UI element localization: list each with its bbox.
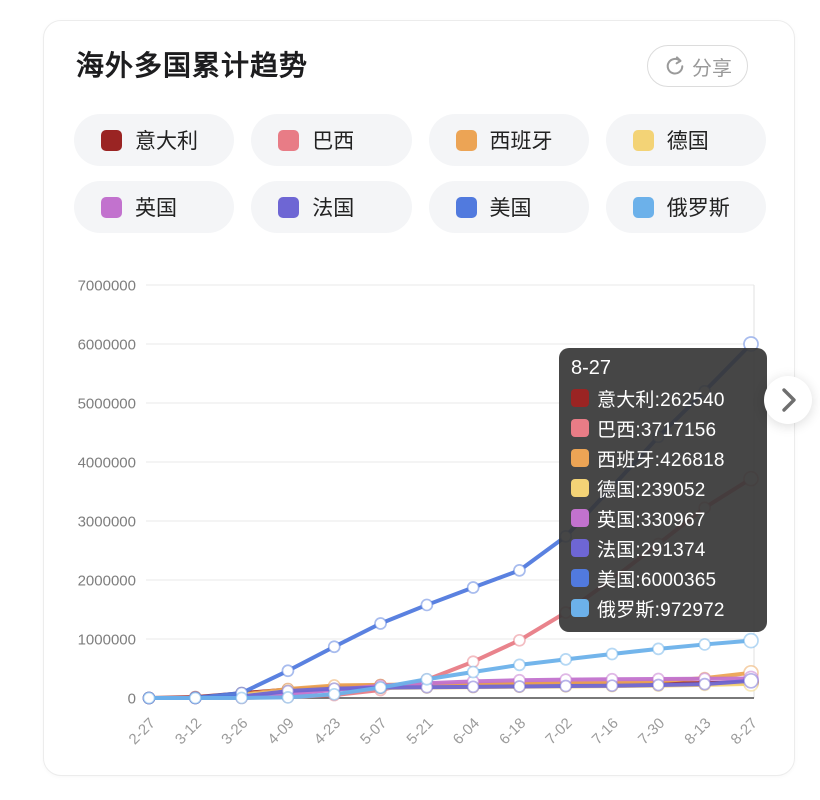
svg-text:8-13: 8-13 xyxy=(681,715,714,748)
svg-text:8-27: 8-27 xyxy=(728,715,761,748)
series-俄罗斯 xyxy=(142,632,759,705)
page-title: 海外多国累计趋势 xyxy=(76,50,309,81)
svg-text:3000000: 3000000 xyxy=(78,514,136,531)
card-header: 海外多国累计趋势 分享 xyxy=(44,21,794,87)
svg-text:2-27: 2-27 xyxy=(126,715,159,748)
legend-label: 美国 xyxy=(489,197,532,220)
legend-swatch xyxy=(101,129,122,151)
legend-swatch xyxy=(455,196,477,218)
svg-text:7000000: 7000000 xyxy=(78,278,136,295)
svg-text:4-09: 4-09 xyxy=(264,715,297,748)
legend-swatch xyxy=(278,129,300,151)
legend-label: 意大利 xyxy=(135,130,198,153)
svg-text:7-16: 7-16 xyxy=(589,715,622,748)
legend-swatch xyxy=(632,129,654,151)
legend-item-3[interactable]: 西班牙 xyxy=(428,114,589,166)
share-button[interactable]: 分享 xyxy=(647,45,748,87)
y-axis-labels: 0 1000000 2000000 3000000 4000000 5000000 6000… xyxy=(78,278,136,708)
svg-text:6000000: 6000000 xyxy=(78,337,136,354)
legend-item-8[interactable]: 俄罗斯 xyxy=(605,181,766,233)
legend-item-1[interactable]: 意大利 xyxy=(74,114,235,166)
legend-item-4[interactable]: 德国 xyxy=(605,114,766,166)
legend-label: 法国 xyxy=(312,197,355,220)
svg-text:7-02: 7-02 xyxy=(542,715,575,748)
x-axis-labels: 2-27 3-12 3-26 4-09 4-23 5-07 5-21 6-04 6-18 7-02… xyxy=(126,715,761,748)
legend-swatch xyxy=(632,196,654,218)
svg-text:5000000: 5000000 xyxy=(78,396,136,413)
svg-text:2000000: 2000000 xyxy=(78,573,136,590)
svg-text:7-30: 7-30 xyxy=(635,715,668,748)
legend-label: 英国 xyxy=(135,197,177,220)
next-page-button[interactable] xyxy=(764,376,812,424)
legend-swatch xyxy=(455,129,477,151)
svg-text:5-07: 5-07 xyxy=(357,715,390,748)
legend-item-2[interactable]: 巴西 xyxy=(251,114,412,166)
svg-text:5-21: 5-21 xyxy=(403,715,436,748)
svg-text:1000000: 1000000 xyxy=(78,632,136,649)
svg-text:4-23: 4-23 xyxy=(311,715,344,748)
svg-text:3-26: 3-26 xyxy=(218,715,251,748)
legend: 意大利 巴西 西班牙 德国英国 法国 美国 俄罗斯 xyxy=(74,114,766,233)
svg-text:6-04: 6-04 xyxy=(450,715,483,748)
legend-item-6[interactable]: 法国 xyxy=(251,181,412,233)
legend-label: 巴西 xyxy=(312,130,355,153)
legend-label: 德国 xyxy=(666,130,709,153)
svg-text:3-12: 3-12 xyxy=(172,715,205,748)
share-label: 分享 xyxy=(692,57,732,80)
legend-label: 西班牙 xyxy=(489,130,553,153)
svg-text:4000000: 4000000 xyxy=(78,455,136,472)
legend-label: 俄罗斯 xyxy=(666,197,730,220)
legend-swatch xyxy=(101,196,122,218)
chevron-right-icon xyxy=(782,388,796,412)
legend-item-7[interactable]: 美国 xyxy=(428,181,589,233)
circular-arrow-share-icon xyxy=(663,54,687,78)
chart-area: 0 1000000 2000000 3000000 4000000 5000000 6000… xyxy=(44,263,794,768)
svg-text:0: 0 xyxy=(128,691,136,708)
legend-item-5[interactable]: 英国 xyxy=(74,181,235,233)
gridlines xyxy=(146,284,755,698)
trend-card: 海外多国累计趋势 分享 意大利 巴西 西班牙 德国英国 法国 美国 俄罗斯 0 1000000… xyxy=(43,20,795,776)
legend-swatch xyxy=(278,196,300,218)
trend-chart[interactable]: 0 1000000 2000000 3000000 4000000 5000000 6000… xyxy=(44,263,794,768)
svg-text:6-18: 6-18 xyxy=(496,715,529,748)
series-巴西 xyxy=(142,470,759,705)
